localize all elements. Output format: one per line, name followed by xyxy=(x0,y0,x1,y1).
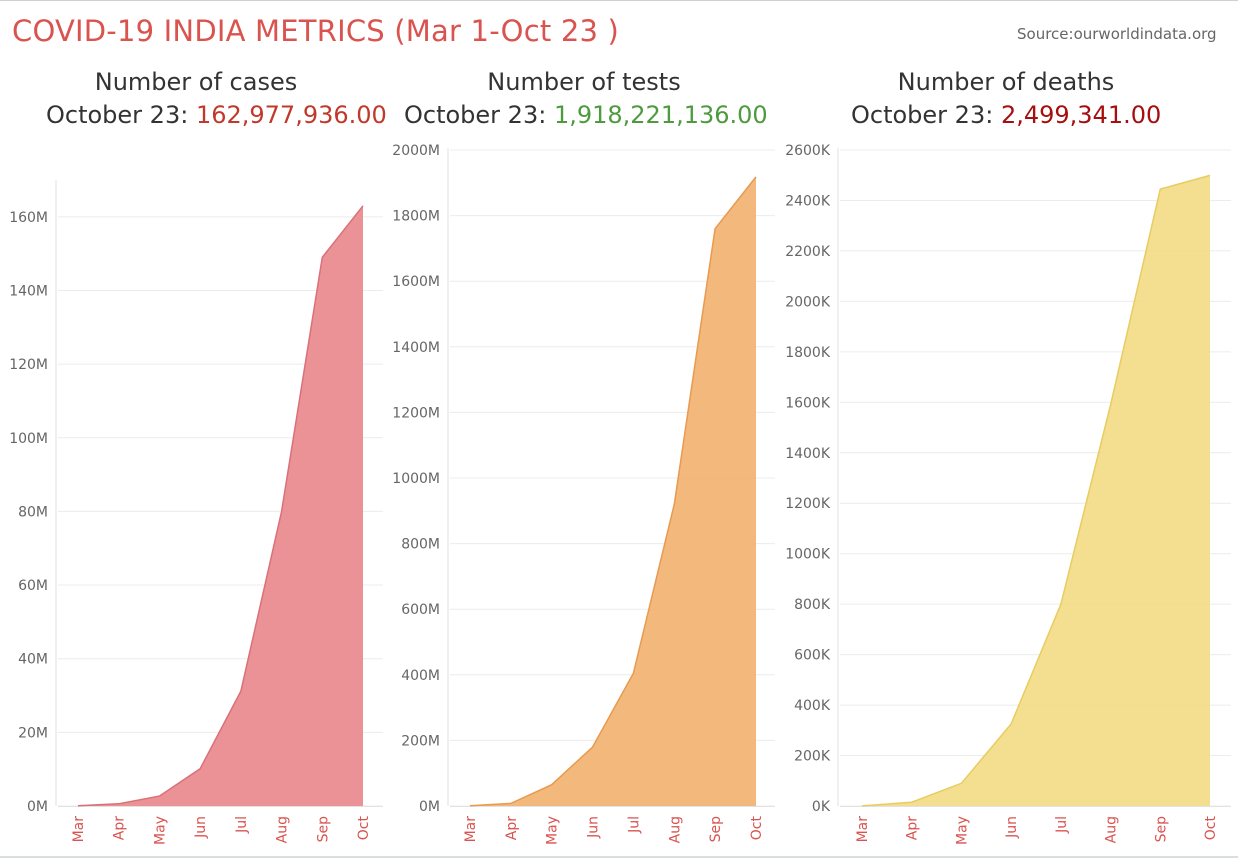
deaths-x-tick-label: Oct xyxy=(1203,816,1219,841)
tests-x-tick-label: Mar xyxy=(463,816,479,843)
tests-y-tick-label: 800M xyxy=(401,537,440,553)
cases-y-tick-label: 60M xyxy=(18,578,48,594)
deaths-y-tick-label: 1200K xyxy=(785,496,831,512)
deaths-y-tick-label: 2600K xyxy=(785,143,831,159)
cases-x-tick-label: Apr xyxy=(112,816,128,840)
deaths-y-tick-label: 1600K xyxy=(785,395,831,411)
tests-x-tick-label: Jul xyxy=(626,816,642,834)
deaths-x-tick-label: Sep xyxy=(1153,816,1169,843)
dashboard-title: COVID-19 INDIA METRICS (Mar 1-Oct 23 ) xyxy=(12,14,620,48)
tests-y-tick-label: 2000M xyxy=(392,143,440,159)
tests-area xyxy=(470,176,756,806)
deaths-y-tick-label: 1400K xyxy=(785,446,831,462)
tests-title: Number of tests xyxy=(487,68,681,96)
cases-x-tick-label: Jun xyxy=(193,816,209,839)
tests-y-tick-label: 400M xyxy=(401,668,440,684)
deaths-value-line: October 23: 2,499,341.00 xyxy=(851,98,1161,132)
deaths-area xyxy=(862,175,1210,806)
deaths-y-tick-label: 1000K xyxy=(785,547,831,563)
cases-value-line: October 23: 162,977,936.00 xyxy=(46,98,387,132)
deaths-x-tick-label: Apr xyxy=(905,816,921,840)
bottom-rule xyxy=(0,856,1238,858)
cases-x-tick-label: Sep xyxy=(315,816,331,843)
cases-x-tick-label: Aug xyxy=(275,816,291,843)
tests-value-label: October 23: xyxy=(404,101,547,129)
cases-x-tick-label: Jul xyxy=(234,816,250,834)
cases-y-tick-label: 100M xyxy=(9,431,48,447)
tests-y-tick-label: 1800M xyxy=(392,209,440,225)
tests-x-tick-label: May xyxy=(545,816,561,845)
cases-x-tick-label: Oct xyxy=(356,816,372,841)
cases-y-tick-label: 120M xyxy=(9,357,48,373)
deaths-y-tick-label: 1800K xyxy=(785,345,831,361)
tests-chart: 0M 200M 400M 600M 800M 1000M 1200M 1400M 1600M 18… xyxy=(392,143,775,845)
cases-panel-header: Number of cases October 23: 162,977,936.… xyxy=(46,66,387,132)
tests-y-tick-label: 200M xyxy=(401,733,440,749)
deaths-x-tick-label: Jun xyxy=(1004,816,1020,839)
tests-x-tick-label: Oct xyxy=(749,816,765,841)
deaths-x-tick-label: Aug xyxy=(1104,816,1120,843)
tests-panel-header: Number of tests October 23: 1,918,221,13… xyxy=(404,66,768,132)
cases-x-tick-label: May xyxy=(152,816,168,845)
deaths-chart: 0K 200K 400K 600K 800K 1000K 1200K 1400K 1600K 18… xyxy=(785,143,1231,845)
deaths-y-tick-label: 200K xyxy=(794,749,831,765)
deaths-value: 2,499,341.00 xyxy=(1000,101,1162,129)
cases-y-tick-label: 0M xyxy=(27,799,48,815)
cases-y-tick-label: 20M xyxy=(18,725,48,741)
tests-line xyxy=(469,176,757,807)
top-rule xyxy=(0,0,1238,1)
cases-area xyxy=(78,205,363,807)
tests-y-tick-label: 0M xyxy=(419,799,440,815)
tests-x-tick-label: Aug xyxy=(667,816,683,843)
tests-value-line: October 23: 1,918,221,136.00 xyxy=(404,98,768,132)
deaths-y-tick-label: 600K xyxy=(794,648,831,664)
tests-y-tick-label: 1200M xyxy=(392,405,440,421)
deaths-y-tick-label: 2400K xyxy=(785,193,831,209)
cases-chart: 0M 20M 40M 60M 80M 100M 120M 140M 160M Mar Apr May J… xyxy=(9,180,383,845)
cases-y-tick-label: 80M xyxy=(18,504,48,520)
tests-x-tick-label: Jun xyxy=(586,816,602,839)
source-label: Source:ourworldindata.org xyxy=(1017,25,1217,43)
tests-y-tick-label: 600M xyxy=(401,602,440,618)
deaths-panel-header: Number of deaths October 23: 2,499,341.0… xyxy=(851,66,1161,132)
deaths-y-tick-label: 2200K xyxy=(785,244,831,260)
deaths-x-tick-label: May xyxy=(954,816,970,845)
tests-y-tick-label: 1000M xyxy=(392,471,440,487)
cases-value-label: October 23: xyxy=(46,101,189,129)
tests-y-tick-label: 1400M xyxy=(392,340,440,356)
deaths-x-tick-label: Mar xyxy=(855,816,871,843)
cases-x-tick-label: Mar xyxy=(71,816,87,843)
cases-line xyxy=(77,205,364,807)
deaths-y-tick-label: 800K xyxy=(794,597,831,613)
cases-y-tick-label: 140M xyxy=(9,283,48,299)
deaths-y-tick-label: 0K xyxy=(812,799,831,815)
cases-value: 162,977,936.00 xyxy=(195,101,387,129)
tests-x-tick-label: Apr xyxy=(504,816,520,840)
cases-y-tick-label: 40M xyxy=(18,652,48,668)
deaths-title: Number of deaths xyxy=(897,68,1115,96)
cases-title: Number of cases xyxy=(94,68,298,96)
deaths-x-tick-label: Jul xyxy=(1054,816,1070,834)
deaths-y-tick-label: 400K xyxy=(794,698,831,714)
tests-value: 1,918,221,136.00 xyxy=(553,101,768,129)
deaths-value-label: October 23: xyxy=(851,101,994,129)
deaths-line xyxy=(861,174,1211,807)
cases-y-tick-label: 160M xyxy=(9,210,48,226)
tests-y-tick-label: 1600M xyxy=(392,274,440,290)
deaths-y-tick-label: 2000K xyxy=(785,294,831,310)
tests-x-tick-label: Sep xyxy=(708,816,724,843)
